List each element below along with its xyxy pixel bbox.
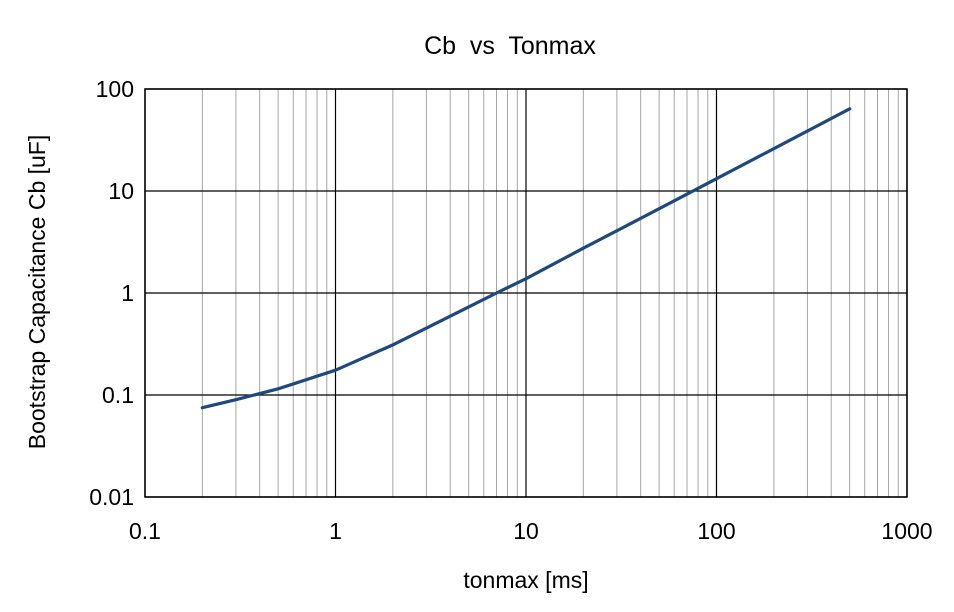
- series-layer: [200, 107, 852, 410]
- x-tick-labels: 0.1 1 10 100 1000: [129, 518, 933, 544]
- x-tick-label: 1: [329, 518, 342, 544]
- x-tick-label: 100: [697, 518, 735, 544]
- y-tick-label: 100: [96, 76, 134, 102]
- plot-frame: [144, 88, 908, 498]
- x-tick-label: 10: [513, 518, 539, 544]
- y-tick-label: 10: [108, 178, 134, 204]
- y-tick-label: 1: [121, 280, 134, 306]
- grid-layer: [144, 88, 908, 498]
- y-axis-title: Bootstrap Capacitance Cb [uF]: [24, 135, 50, 450]
- y-tick-labels: 0.01 0.1 1 10 100: [89, 76, 134, 510]
- y-tick-label: 0.1: [102, 382, 134, 408]
- y-tick-label: 0.01: [89, 484, 134, 510]
- series-line: [200, 107, 852, 410]
- x-tick-label: 1000: [881, 518, 932, 544]
- x-tick-label: 0.1: [129, 518, 161, 544]
- x-axis-title: tonmax [ms]: [463, 567, 588, 593]
- chart-title: Cb vs Tonmax: [424, 32, 596, 60]
